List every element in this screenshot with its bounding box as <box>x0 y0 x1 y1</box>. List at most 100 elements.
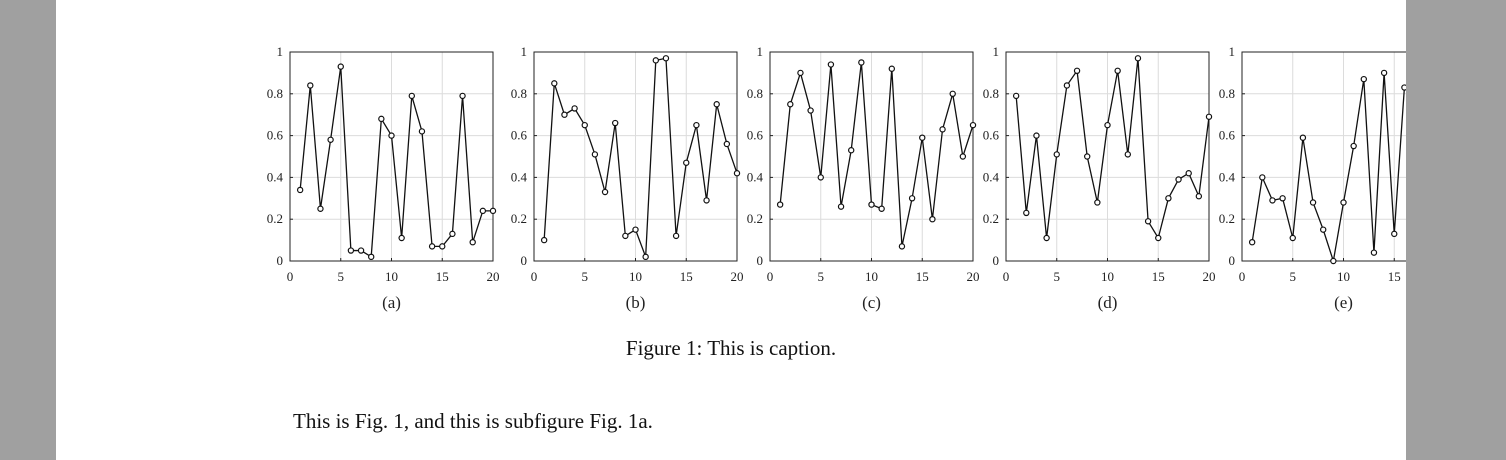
y-tick-label: 0.4 <box>511 169 528 184</box>
data-point <box>1299 134 1307 141</box>
data-point <box>1094 199 1101 206</box>
data-point <box>878 205 885 212</box>
y-tick-label: 0 <box>757 253 764 268</box>
data-point <box>296 186 304 194</box>
data-point <box>1053 151 1060 158</box>
subfigure-label: (c) <box>862 293 881 312</box>
data-point <box>1134 55 1142 62</box>
subfigure-a: 00.20.40.60.810 5 10 15 20(a) <box>267 44 500 312</box>
x-tick-label: 0 <box>1239 269 1246 284</box>
data-point <box>1309 199 1317 206</box>
data-point <box>479 207 487 215</box>
data-point <box>378 115 385 123</box>
data-point <box>307 82 314 89</box>
subfigure-e: 00.20.40.60.810 5 10 15(e) <box>1219 44 1406 312</box>
x-tick-label: 20 <box>487 269 500 284</box>
x-tick-label: 5 <box>1290 269 1297 284</box>
y-tick-label: 0.4 <box>267 169 284 184</box>
y-tick-label: 1 <box>521 44 528 59</box>
data-point <box>581 121 588 129</box>
data-point <box>787 101 794 108</box>
data-point <box>1370 249 1378 256</box>
data-point <box>327 136 334 143</box>
data-point <box>776 201 784 208</box>
data-point <box>449 230 456 238</box>
x-tick-label: 10 <box>1337 269 1350 284</box>
data-point <box>1259 174 1266 181</box>
data-point <box>459 92 466 100</box>
y-tick-label: 0.6 <box>983 128 1000 143</box>
data-point <box>969 121 977 129</box>
data-point <box>1114 67 1121 75</box>
subfigure-label: (e) <box>1334 293 1353 312</box>
x-tick-label: 20 <box>1203 269 1216 284</box>
x-tick-label: 20 <box>731 269 744 284</box>
y-tick-label: 0.2 <box>267 211 283 226</box>
series-line <box>1015 58 1210 240</box>
figure-caption: Figure 1: This is caption. <box>625 336 837 360</box>
y-tick-label: 0.6 <box>747 128 764 143</box>
data-point <box>632 226 639 233</box>
data-point <box>713 101 720 108</box>
data-point <box>622 232 629 240</box>
data-point <box>398 234 405 242</box>
data-point <box>908 195 916 202</box>
data-point <box>489 207 497 215</box>
figure-1: 00.20.40.60.810 5 10 15 20(a)00.20.40.60.810… <box>267 44 1406 312</box>
y-tick-label: 0 <box>1229 253 1236 268</box>
data-point <box>672 232 680 240</box>
y-tick-label: 0.4 <box>747 169 764 184</box>
data-point <box>939 126 946 133</box>
data-point <box>408 92 415 100</box>
subfigure-label: (b) <box>626 293 646 312</box>
x-tick-label: 10 <box>865 269 878 284</box>
x-tick-label: 15 <box>680 269 693 284</box>
data-point <box>1175 176 1182 183</box>
data-point <box>439 243 446 250</box>
series-line <box>543 57 738 258</box>
data-point <box>898 243 906 250</box>
data-point <box>1083 153 1091 160</box>
data-point <box>1401 84 1406 91</box>
data-point <box>1033 132 1040 139</box>
x-tick-label: 10 <box>629 269 642 284</box>
data-point <box>1195 193 1203 200</box>
data-point <box>540 236 548 244</box>
data-point <box>652 57 660 64</box>
y-tick-label: 0.4 <box>1219 169 1236 184</box>
data-point <box>612 119 619 127</box>
data-point <box>1063 82 1071 89</box>
y-tick-label: 0.6 <box>267 128 284 143</box>
data-point <box>848 147 855 154</box>
data-point <box>1330 257 1337 265</box>
data-point <box>919 134 926 141</box>
data-point <box>1185 170 1192 177</box>
body-paragraph: This is Fig. 1, and this is subfigure Fi… <box>293 409 653 433</box>
data-point <box>1073 67 1081 75</box>
data-point <box>662 55 670 62</box>
data-point <box>418 128 426 135</box>
data-point <box>571 105 578 112</box>
y-tick-label: 1 <box>993 44 1000 59</box>
data-point <box>817 174 824 181</box>
data-point <box>601 188 609 196</box>
y-tick-label: 1 <box>277 44 284 59</box>
data-point <box>1043 234 1050 242</box>
data-point <box>1269 197 1276 204</box>
subfigure-b: 00.20.40.60.810 5 10 15 20(b) <box>511 44 744 312</box>
data-point <box>357 247 365 254</box>
y-tick-label: 0.8 <box>747 86 763 101</box>
x-tick-label: 0 <box>287 269 294 284</box>
x-tick-label: 5 <box>338 269 345 284</box>
document-page: 0 0.2 0.4 0.6 0.8 1 0 5 10 15 20 (a) 0 0.2 0.4 0.6 0.8 1 0… <box>56 0 1406 460</box>
x-tick-label: 0 <box>767 269 774 284</box>
data-point <box>733 170 741 177</box>
x-tick-label: 5 <box>818 269 825 284</box>
data-point <box>1319 226 1327 233</box>
data-point <box>1391 230 1398 238</box>
x-tick-label: 5 <box>1054 269 1061 284</box>
y-tick-label: 0.2 <box>747 211 763 226</box>
data-point <box>1104 121 1111 129</box>
data-point <box>797 69 804 77</box>
data-point <box>1350 142 1357 150</box>
